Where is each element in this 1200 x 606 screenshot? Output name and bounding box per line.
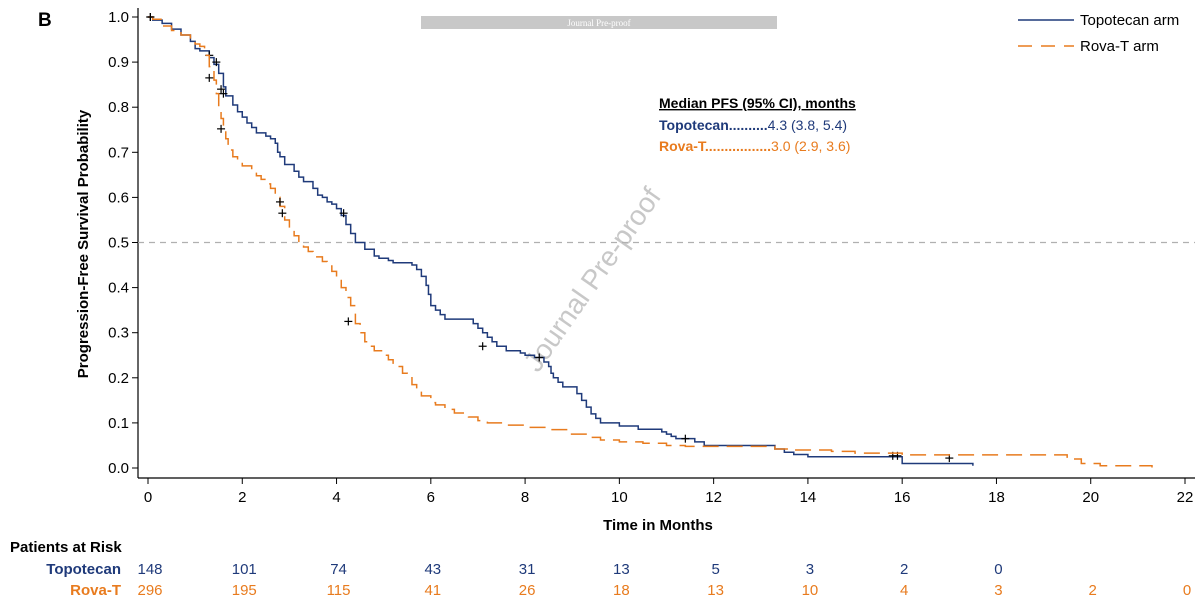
y-tick-label: 0.5 bbox=[108, 235, 129, 252]
legend-topotecan-label: Topotecan arm bbox=[1080, 12, 1179, 29]
topotecan-censor-mark bbox=[535, 353, 544, 362]
risk-count-topotecan: 43 bbox=[424, 561, 441, 578]
risk-count-rova: 18 bbox=[613, 582, 630, 599]
y-tick-label: 0.0 bbox=[108, 460, 129, 477]
x-tick-label: 10 bbox=[611, 489, 628, 506]
risk-count-rova: 10 bbox=[802, 582, 819, 599]
x-tick-label: 22 bbox=[1177, 489, 1194, 506]
topotecan-censor-mark bbox=[681, 434, 690, 443]
x-tick-label: 16 bbox=[894, 489, 911, 506]
risk-count-rova: 2 bbox=[1089, 582, 1097, 599]
risk-count-topotecan: 74 bbox=[330, 561, 347, 578]
annotation-topotecan-label: Topotecan.......... bbox=[659, 117, 768, 133]
topotecan-censor-mark bbox=[217, 85, 226, 94]
x-tick-label: 8 bbox=[521, 489, 529, 506]
rova-censor-mark bbox=[146, 13, 155, 21]
annotation-heading: Median PFS (95% CI), months bbox=[659, 95, 856, 111]
annotation-topotecan: Topotecan..........4.3 (3.8, 5.4) bbox=[659, 117, 847, 133]
risk-count-topotecan: 148 bbox=[137, 561, 162, 578]
watermark-banner-text: Journal Pre-proof bbox=[567, 18, 630, 28]
risk-count-topotecan: 2 bbox=[900, 561, 908, 578]
risk-count-topotecan: 31 bbox=[519, 561, 536, 578]
y-tick-label: 0.3 bbox=[108, 325, 129, 342]
x-tick-label: 2 bbox=[238, 489, 246, 506]
rova-censor-mark bbox=[344, 317, 353, 326]
y-tick-label: 0.2 bbox=[108, 370, 129, 387]
legend: Topotecan arm Rova-T arm bbox=[1018, 12, 1179, 55]
legend-rova-label: Rova-T arm bbox=[1080, 38, 1159, 55]
y-tick-label: 1.0 bbox=[108, 9, 129, 26]
risk-count-topotecan: 101 bbox=[232, 561, 257, 578]
x-axis-title: Time in Months bbox=[603, 517, 713, 534]
risk-count-rova: 4 bbox=[900, 582, 908, 599]
y-axis-title: Progression-Free Survival Probability bbox=[75, 109, 92, 378]
risk-count-topotecan: 0 bbox=[994, 561, 1002, 578]
risk-count-rova: 195 bbox=[232, 582, 257, 599]
risk-count-rova: 296 bbox=[137, 582, 162, 599]
risk-count-rova: 0 bbox=[1183, 582, 1191, 599]
rova-censor-mark bbox=[205, 73, 214, 82]
risk-row-rova: 296 195 115 41 26 18 13 10 4 3 2 0 bbox=[137, 582, 1191, 599]
y-tick-label: 0.7 bbox=[108, 144, 129, 161]
risk-row-topotecan-label: Topotecan bbox=[46, 561, 121, 578]
risk-row-topotecan: 148 101 74 43 31 13 5 3 2 0 bbox=[137, 561, 1002, 578]
panel-label: B bbox=[38, 10, 52, 31]
topotecan-survival-curve bbox=[148, 16, 974, 466]
annotation-rova-label: Rova-T................. bbox=[659, 138, 771, 154]
risk-table: Patients at Risk Topotecan Rova-T 148 101… bbox=[10, 539, 1191, 599]
risk-count-rova: 115 bbox=[327, 582, 351, 599]
y-tick-label: 0.9 bbox=[108, 54, 129, 71]
topotecan-censor-mark bbox=[339, 209, 348, 218]
y-tick-label: 0.4 bbox=[108, 280, 129, 297]
annotation-rova: Rova-T.................3.0 (2.9, 3.6) bbox=[659, 138, 850, 154]
x-tick-label: 6 bbox=[427, 489, 435, 506]
rova-survival-curve bbox=[148, 16, 1153, 468]
x-tick-label: 20 bbox=[1082, 489, 1099, 506]
rova-censor-mark bbox=[278, 209, 287, 218]
risk-count-rova: 3 bbox=[994, 582, 1002, 599]
median-annotation: Median PFS (95% CI), months Topotecan...… bbox=[659, 95, 856, 154]
risk-count-topotecan: 13 bbox=[613, 561, 630, 578]
risk-table-heading: Patients at Risk bbox=[10, 539, 122, 556]
x-tick-label: 12 bbox=[705, 489, 722, 506]
rova-censor-mark bbox=[275, 197, 284, 206]
watermark-banner: Journal Pre-proof bbox=[421, 16, 777, 29]
topotecan-censor-mark bbox=[478, 342, 487, 351]
risk-count-rova: 41 bbox=[424, 582, 441, 599]
topotecan-censor-mark bbox=[212, 58, 221, 67]
y-tick-label: 0.8 bbox=[108, 99, 129, 116]
annotation-rova-value: 3.0 (2.9, 3.6) bbox=[771, 138, 850, 154]
rova-censor-mark bbox=[217, 124, 226, 133]
risk-row-rova-label: Rova-T bbox=[70, 582, 121, 599]
risk-count-topotecan: 5 bbox=[711, 561, 719, 578]
watermark-diagonal: Journal Pre-proof bbox=[517, 182, 667, 377]
axes: 0.0 0.1 0.2 0.3 0.4 0.5 0.6 0.7 0.8 0.9 1.0 0 2 4 6 8 10… bbox=[108, 8, 1195, 506]
y-tick-label: 0.6 bbox=[108, 189, 129, 206]
risk-count-rova: 13 bbox=[707, 582, 724, 599]
curves bbox=[146, 13, 1153, 468]
risk-count-topotecan: 3 bbox=[806, 561, 814, 578]
annotation-topotecan-value: 4.3 (3.8, 5.4) bbox=[768, 117, 847, 133]
x-tick-label: 0 bbox=[144, 489, 152, 506]
x-tick-label: 18 bbox=[988, 489, 1005, 506]
y-tick-label: 0.1 bbox=[108, 415, 129, 432]
topotecan-censor-mark bbox=[219, 89, 228, 98]
risk-count-rova: 26 bbox=[519, 582, 536, 599]
x-tick-label: 4 bbox=[332, 489, 340, 506]
x-tick-label: 14 bbox=[800, 489, 817, 506]
